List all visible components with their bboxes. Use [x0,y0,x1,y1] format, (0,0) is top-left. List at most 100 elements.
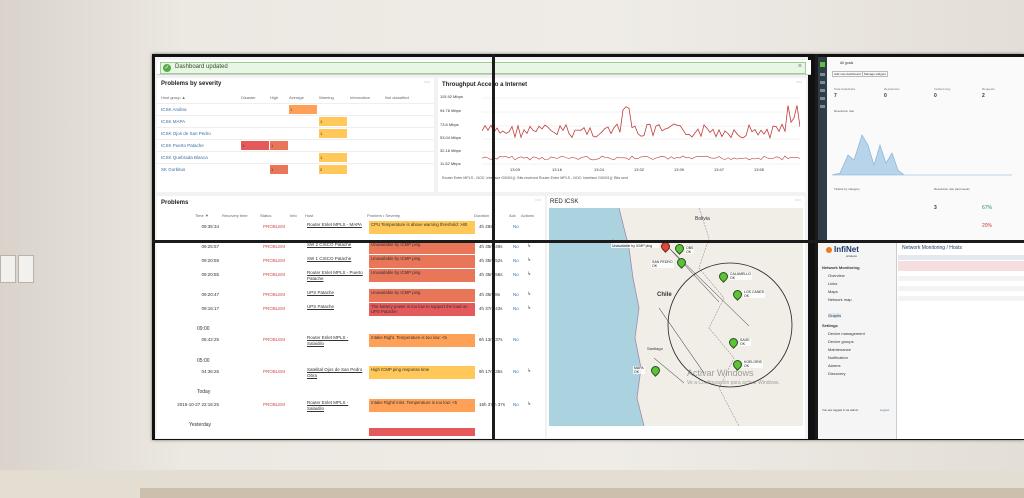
ack-link[interactable]: No [513,306,519,311]
average-cell[interactable]: 1 [289,105,317,114]
filter-select[interactable]: All goals [840,61,854,65]
table-row[interactable] [898,266,1024,271]
disaster-cell[interactable]: 1 [241,141,269,150]
col-time[interactable]: Time ▼ [195,213,209,218]
ack-link[interactable]: No [513,369,519,374]
manage-widgets-button[interactable]: Manage widgets [862,71,888,77]
host-group-link[interactable]: ICSK Andina [161,107,187,112]
actions-icon[interactable]: ↳ [527,401,532,407]
sidebar-item-alarms[interactable]: Alarms [828,363,841,368]
ack-link[interactable]: No [513,272,519,277]
problem-host[interactable]: Router Enlet MPLS - Puerto Patache [307,270,363,281]
host-group-link[interactable]: ICSK Quebrada Blanca [161,155,208,160]
problem-row[interactable]: 09:16:17 PROBLEM UPS Patache The battery… [157,303,545,317]
table-row[interactable] [898,296,1024,301]
host-group-link[interactable]: ICSK MAPA [161,119,186,124]
ack-link[interactable]: No [513,244,519,249]
problem-description[interactable]: The battery power is too low to support … [369,303,475,316]
sidebar-item-graphs[interactable]: Graphs [828,313,842,318]
problem-host[interactable]: Router Enlet MPLS - Salaidilo [307,400,349,411]
problem-row[interactable]: 06:42:25 PROBLEM Router Enlet MPLS - Sal… [157,334,545,348]
bits-sent-line [482,155,800,161]
nav-icon[interactable] [820,97,825,100]
ack-link[interactable]: No [513,337,519,342]
col-actions: Actions [521,213,535,218]
actions-icon[interactable]: ↳ [527,305,532,311]
problem-description[interactable]: High ICMP ping response time [369,366,475,379]
problem-row[interactable]: 09:20:55 PROBLEM Router Enlet MPLS - Pue… [157,269,545,283]
warning-cell[interactable]: 1 [319,117,347,126]
problem-status: PROBLEM [263,402,286,407]
high-cell[interactable]: 1 [270,141,288,150]
problem-row[interactable]: 09:25:57 PROBLEM SW 2 CISCO Patache Unav… [157,241,545,255]
host-group-link[interactable]: SK Gorbitus [161,167,186,172]
table-row[interactable] [898,261,1024,266]
problem-row[interactable]: 09:20:47 PROBLEM UPS Patache Unavailable… [157,289,545,303]
problem-description[interactable]: Unavailable by ICMP ping [369,255,475,268]
widget-menu-icon[interactable]: ⋯ [424,80,430,86]
problem-host[interactable]: Satelital Ojos de San Pedro Obra [307,367,363,378]
problem-description[interactable]: Intake Right/ inlet. Temperature is too … [369,399,475,412]
problem-host[interactable]: UPS Patache [307,290,335,295]
actions-icon[interactable]: ↳ [527,257,532,263]
table-row[interactable] [898,276,1024,281]
widget-menu-icon[interactable]: ⋯ [795,198,801,204]
problem-host[interactable]: UPS Patache [307,304,335,309]
problem-description[interactable]: Unavailable by ICMP ping [369,241,475,254]
bezel-seam [815,54,818,440]
sidebar-item-maps[interactable]: Maps [828,289,838,294]
nav-icon[interactable] [820,105,825,108]
sidebar-item-maintenance[interactable]: Maintenance [828,347,851,352]
problem-description[interactable]: Unavailable by ICMP ping [369,289,475,302]
problem-description[interactable]: Unavailable by ICMP ping [369,269,475,282]
warning-cell[interactable]: 1 [319,129,347,138]
problem-status: PROBLEM [263,244,286,249]
warning-cell[interactable]: 2 [319,165,347,174]
sidebar-item-overview[interactable]: Overview [828,273,845,278]
table-row[interactable] [898,286,1024,291]
host-group-link[interactable]: ICSK Puerto Patache [161,143,204,148]
actions-icon[interactable]: ↳ [527,368,532,374]
actions-icon[interactable]: ↳ [527,271,532,277]
add-dashboard-button[interactable]: Add new dashboard [832,71,863,77]
sidebar-group-settings[interactable]: Settings [822,323,838,328]
problem-status: PROBLEM [263,272,286,277]
problem-time: 09:25:57 [201,244,219,249]
logout-link[interactable]: Logout [880,408,890,412]
ack-link[interactable]: No [513,258,519,263]
ack-link[interactable]: No [513,292,519,297]
nav-icon[interactable] [820,81,825,84]
problem-row[interactable]: 09:35:34 PROBLEM Router Enlet MPLS - MAP… [157,221,545,235]
warning-cell[interactable]: 1 [319,153,347,162]
sidebar-item-links[interactable]: Links [828,281,838,286]
sidebar-item-discovery[interactable]: Discovery [828,371,846,376]
nav-icon[interactable] [820,73,825,76]
sidebar-group-monitoring[interactable]: Network Monitoring [822,265,860,270]
high-cell[interactable]: 1 [270,165,288,174]
problem-host[interactable]: SW 1 CISCO Patache [307,256,352,261]
pin-name: OBS [686,246,694,250]
problem-row[interactable]: 04:36:26 PROBLEM Satelital Ojos de San P… [157,366,545,380]
ack-link[interactable]: No [513,224,519,229]
sidebar-item-device-groups[interactable]: Device groups [828,339,854,344]
actions-icon[interactable]: ↳ [527,291,532,297]
nav-icon[interactable] [820,89,825,92]
problem-row[interactable]: 2015-10-27 22:16:25 PROBLEM Router Enlet… [157,399,545,413]
problem-host[interactable]: SW 2 CISCO Patache [307,242,352,247]
problem-host[interactable]: Router Enlet MPLS - MAPA [307,222,362,227]
sidebar-item-device-management[interactable]: Device management [828,331,865,336]
problem-row[interactable]: 09:20:59 PROBLEM SW 1 CISCO Patache Unav… [157,255,545,269]
problem-description[interactable]: CPU Temperature is above warning thresho… [369,221,475,234]
actions-icon[interactable]: ↳ [527,243,532,249]
col-host-group[interactable]: Host group ▲ [161,95,186,100]
sidebar-item-network-map[interactable]: Network map [828,297,852,302]
problem-description[interactable]: Intake Right. Temperature is too low: <5 [369,334,475,347]
sidebar-item-notification[interactable]: Notification [828,355,848,360]
ack-link[interactable]: No [513,402,519,407]
close-icon[interactable]: × [797,63,802,70]
widget-menu-icon[interactable]: ⋯ [535,198,541,204]
widget-menu-icon[interactable]: ⋯ [796,80,802,86]
host-group-link[interactable]: ICSK Ojos de San Pedro [161,131,211,136]
problem-host[interactable]: Router Enlet MPLS - Salaidilo [307,335,349,346]
col-information: Information [350,95,371,100]
